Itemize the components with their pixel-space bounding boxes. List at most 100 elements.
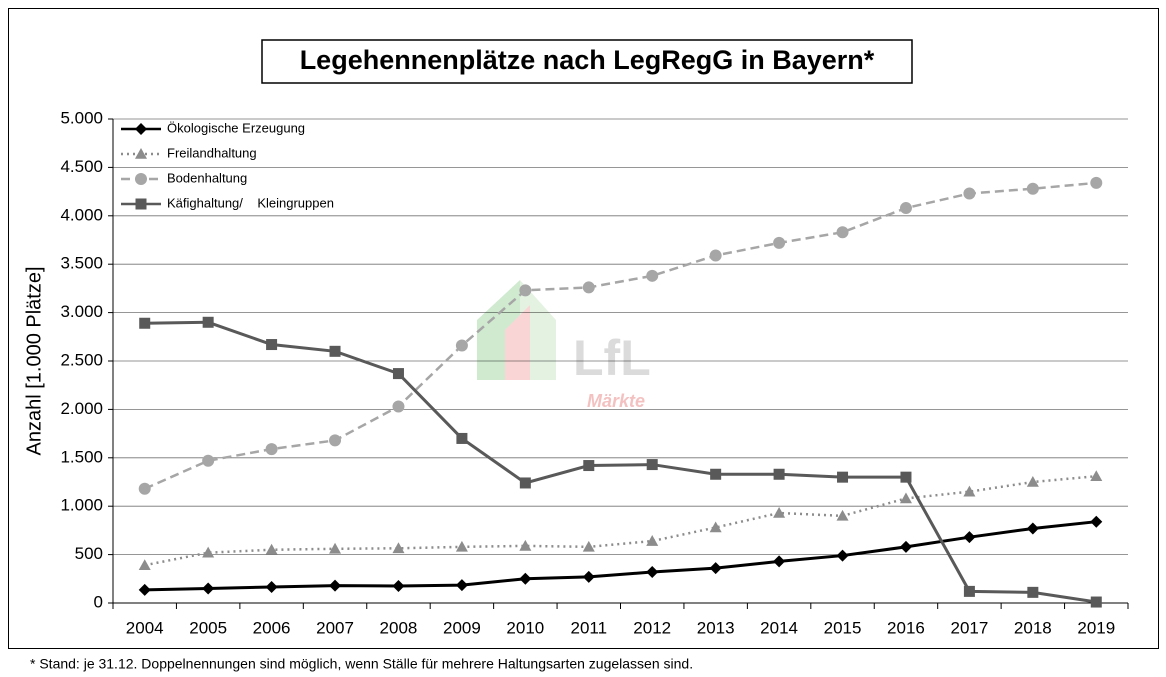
x-tick-label: 2018 <box>1014 618 1052 637</box>
marker <box>455 540 468 552</box>
marker <box>392 580 405 593</box>
marker <box>135 148 147 159</box>
marker <box>329 579 342 592</box>
marker <box>1090 470 1103 481</box>
marker <box>135 173 147 185</box>
marker <box>202 582 215 595</box>
marker <box>582 540 595 552</box>
x-tick-label: 2010 <box>506 618 544 637</box>
marker <box>519 539 532 551</box>
marker <box>329 542 342 554</box>
marker <box>709 562 722 575</box>
marker <box>646 269 659 282</box>
marker <box>455 579 468 592</box>
y-tick-label: 1.500 <box>60 447 103 466</box>
chart-frame <box>8 8 1159 649</box>
y-tick-label: 4.500 <box>60 157 103 176</box>
y-tick-label: 3.500 <box>60 254 103 273</box>
marker <box>899 540 912 553</box>
marker <box>836 549 849 562</box>
x-tick-label: 2009 <box>443 618 481 637</box>
x-tick-label: 2005 <box>189 618 227 637</box>
marker <box>1026 182 1039 195</box>
marker <box>202 316 214 328</box>
marker <box>646 535 659 546</box>
title-box <box>261 39 913 84</box>
marker <box>646 459 658 471</box>
marker <box>963 585 975 597</box>
y-tick-label: 2.500 <box>60 350 103 369</box>
marker <box>899 492 912 504</box>
x-tick-label: 2013 <box>697 618 735 637</box>
legend-label: Käfighaltung/ Kleingruppen <box>167 195 334 210</box>
marker <box>135 198 147 210</box>
marker <box>646 566 659 579</box>
y-tick-label: 5.000 <box>60 108 103 127</box>
y-axis-label: Anzahl [1.000 Plätze] <box>23 266 45 455</box>
marker <box>963 485 976 497</box>
marker <box>709 521 722 533</box>
footnote: * Stand: je 31.12. Doppelnennungen sind … <box>30 656 693 672</box>
x-tick-label: 2012 <box>633 618 671 637</box>
marker <box>709 249 722 262</box>
x-tick-label: 2019 <box>1077 618 1115 637</box>
marker <box>963 531 976 544</box>
series-line <box>144 474 1097 567</box>
marker <box>963 187 976 200</box>
x-tick-label: 2017 <box>950 618 988 637</box>
marker <box>455 339 468 352</box>
y-tick-label: 4.000 <box>60 205 103 224</box>
marker <box>519 572 532 585</box>
legend-label: Bodenhaltung <box>167 170 247 185</box>
watermark-shape <box>520 280 556 380</box>
x-tick-label: 2014 <box>760 618 798 637</box>
marker <box>456 432 468 444</box>
marker <box>1090 515 1103 528</box>
y-tick-label: 3.000 <box>60 302 103 321</box>
x-tick-label: 2007 <box>316 618 354 637</box>
marker <box>138 559 151 571</box>
marker <box>138 583 151 596</box>
x-tick-label: 2015 <box>824 618 862 637</box>
x-tick-label: 2006 <box>253 618 291 637</box>
marker <box>329 434 342 447</box>
marker <box>1090 176 1103 189</box>
marker <box>710 468 722 480</box>
marker <box>773 506 786 518</box>
series-line <box>144 181 1097 490</box>
marker <box>1027 586 1039 598</box>
marker <box>265 581 278 594</box>
marker <box>329 345 341 357</box>
legend-label: Freilandhaltung <box>167 145 257 160</box>
series-line <box>144 520 1097 592</box>
marker <box>135 123 147 135</box>
marker <box>202 546 215 558</box>
x-tick-label: 2011 <box>571 618 608 637</box>
marker <box>773 555 786 568</box>
marker <box>265 443 278 456</box>
marker <box>773 468 785 480</box>
marker <box>392 542 405 554</box>
marker <box>1026 522 1039 535</box>
marker <box>392 400 405 413</box>
marker <box>582 570 595 583</box>
watermark: LfL Märkte <box>477 280 651 411</box>
y-tick-label: 0 <box>94 592 103 611</box>
marker <box>837 471 849 483</box>
watermark-logo: LfL <box>573 330 651 386</box>
x-tick-label: 2004 <box>126 618 164 637</box>
marker <box>582 281 595 294</box>
legend-label: Ökologische Erzeugung <box>167 120 305 135</box>
marker <box>773 236 786 249</box>
marker <box>1026 476 1039 487</box>
y-tick-label: 2.000 <box>60 399 103 418</box>
x-tick-label: 2008 <box>380 618 418 637</box>
x-tick-label: 2016 <box>887 618 925 637</box>
chart-title: Legehennenplätze nach LegRegG in Bayern* <box>300 45 875 75</box>
marker <box>836 509 849 521</box>
marker <box>836 226 849 239</box>
marker <box>138 482 151 495</box>
marker <box>519 477 531 489</box>
series-line <box>144 320 1097 604</box>
